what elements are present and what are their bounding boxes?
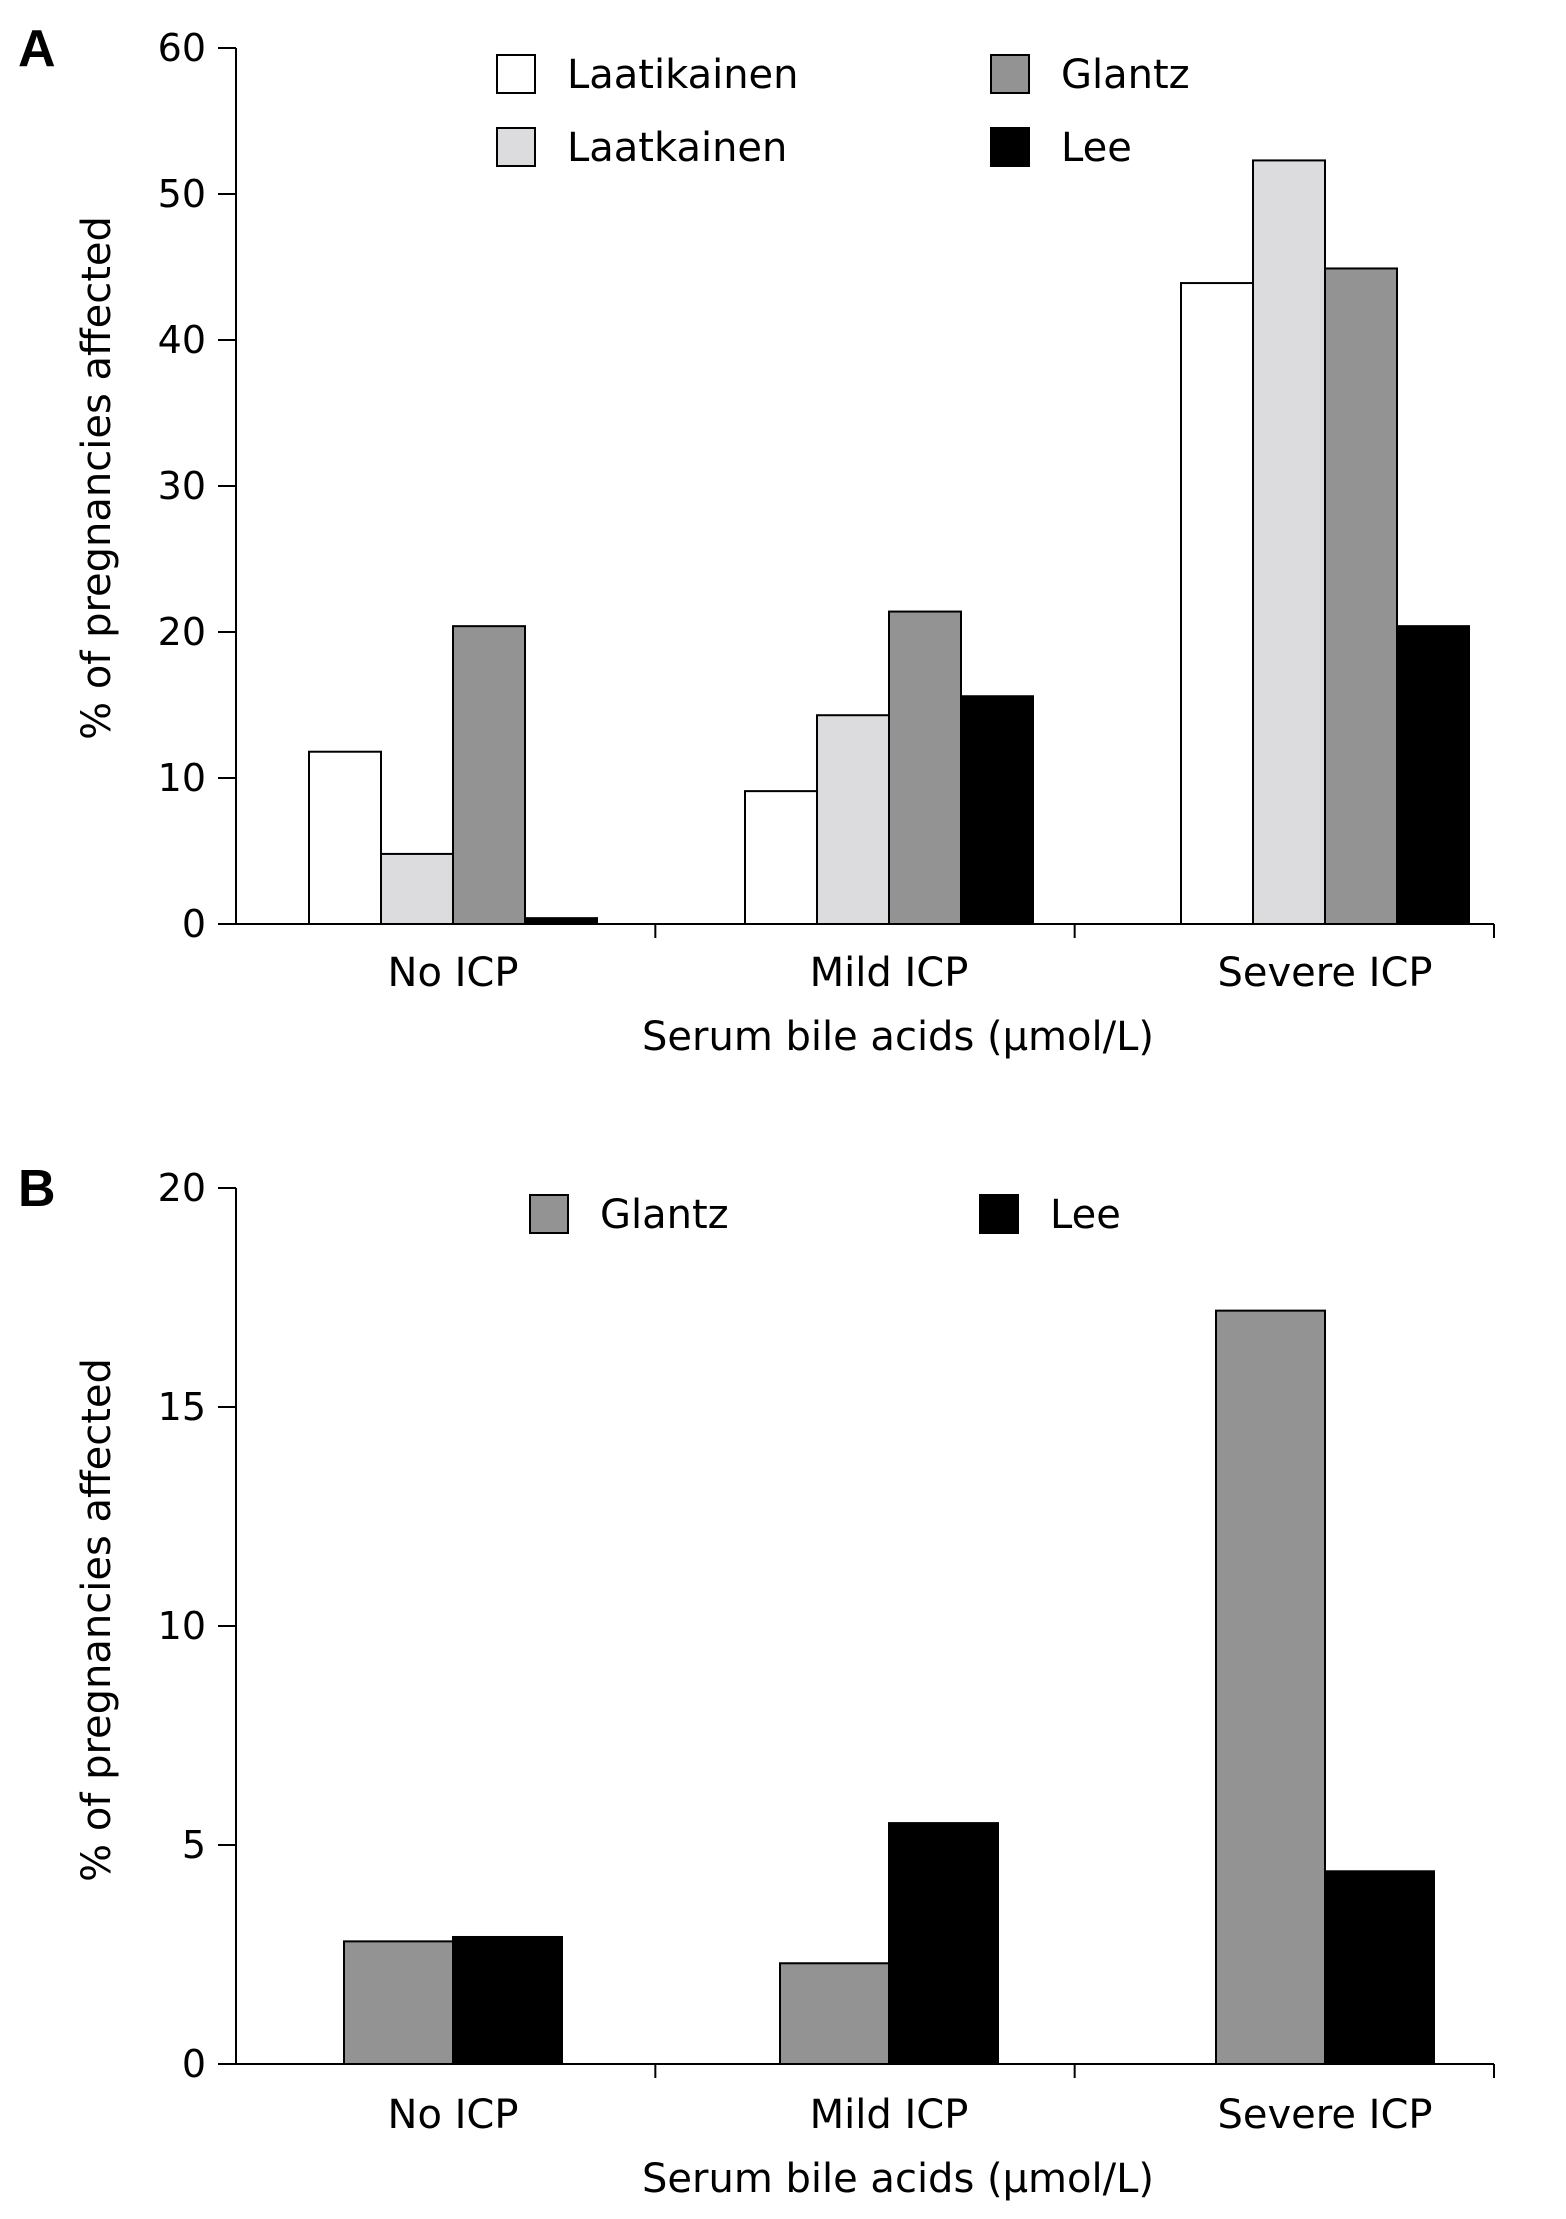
y-tick-label: 40 xyxy=(158,318,206,362)
legend-label-laatikainen: Laatikainen xyxy=(567,52,799,98)
bar-laatikainen-no-icp xyxy=(308,750,382,925)
legend-swatch-lee xyxy=(979,1194,1019,1234)
legend-label-glantz: Glantz xyxy=(1061,52,1190,98)
panel-a-bars xyxy=(308,159,1470,926)
bar-laatkainen-severe-icp xyxy=(1252,159,1326,926)
bar-glantz-mild-icp xyxy=(779,1962,890,2066)
bar-lee-mild-icp xyxy=(888,1822,999,2065)
legend-item-laatikainen: Laatikainen xyxy=(496,52,799,98)
y-tick-label: 20 xyxy=(158,1166,206,1210)
bar-laatikainen-mild-icp xyxy=(744,790,818,926)
panel-b-bars xyxy=(343,1309,1435,2066)
y-tick-label: 15 xyxy=(158,1385,206,1429)
legend-label-laatkainen: Laatkainen xyxy=(567,125,787,171)
legend-label-glantz: Glantz xyxy=(600,1192,729,1238)
bar-glantz-no-icp xyxy=(452,625,526,925)
panel-b-letter: B xyxy=(18,1160,56,1218)
y-tick-label: 50 xyxy=(158,172,206,216)
bar-lee-no-icp xyxy=(452,1935,563,2065)
y-tick-label: 0 xyxy=(182,2042,206,2086)
x-category-label-no-icp: No ICP xyxy=(388,950,519,996)
legend-label-lee: Lee xyxy=(1061,125,1132,171)
x-category-label-no-icp: No ICP xyxy=(388,2092,519,2138)
bar-lee-severe-icp xyxy=(1396,625,1470,925)
legend-item-laatkainen: Laatkainen xyxy=(496,125,787,171)
legend-swatch-glantz xyxy=(529,1194,569,1234)
panel-b-legend: Glantz Lee xyxy=(529,1192,1121,1238)
legend-item-lee: Lee xyxy=(979,1192,1121,1238)
legend-item-lee: Lee xyxy=(990,125,1132,171)
legend-swatch-lee xyxy=(990,127,1030,167)
bar-laatkainen-no-icp xyxy=(380,852,454,925)
y-tick-label: 0 xyxy=(182,902,206,946)
panel-b-chart: B 0 5 10 15 20 No ICP Mild ICP Severe ICP Glan… xyxy=(18,1160,1495,2202)
y-tick-label: 10 xyxy=(158,1604,206,1648)
panel-b-x-ticks: No ICP Mild ICP Severe ICP xyxy=(388,2064,1495,2138)
y-tick-label: 20 xyxy=(158,610,206,654)
panel-a-letter: A xyxy=(18,20,56,78)
legend-label-lee: Lee xyxy=(1050,1192,1121,1238)
y-tick-label: 30 xyxy=(158,464,206,508)
bar-laatikainen-severe-icp xyxy=(1180,282,1254,925)
panel-a-y-ticks: 0 10 20 30 40 50 60 xyxy=(158,26,236,946)
x-category-label-severe-icp: Severe ICP xyxy=(1217,2092,1432,2138)
bar-glantz-severe-icp xyxy=(1215,1309,1326,2065)
legend-swatch-laatikainen xyxy=(496,54,536,94)
legend-swatch-laatkainen xyxy=(496,127,536,167)
x-category-label-severe-icp: Severe ICP xyxy=(1217,950,1432,996)
bar-laatkainen-mild-icp xyxy=(816,714,890,925)
y-tick-label: 10 xyxy=(158,756,206,800)
panel-b-x-axis-title: Serum bile acids (μmol/L) xyxy=(642,2156,1154,2202)
panel-a-x-ticks: No ICP Mild ICP Severe ICP xyxy=(388,924,1495,996)
legend-item-glantz: Glantz xyxy=(529,1192,729,1238)
y-tick-label: 5 xyxy=(182,1823,206,1867)
panel-a-x-axis-title: Serum bile acids (μmol/L) xyxy=(642,1014,1154,1060)
panel-a-chart: A 0 10 20 30 40 50 60 No ICP Mild ICP Severe ICP… xyxy=(18,20,1495,1060)
x-category-label-mild-icp: Mild ICP xyxy=(810,2092,969,2138)
panel-b-y-ticks: 0 5 10 15 20 xyxy=(158,1166,236,2086)
bar-glantz-mild-icp xyxy=(888,610,962,925)
legend-swatch-glantz xyxy=(990,54,1030,94)
panel-a-y-axis-title: % of pregnancies affected xyxy=(74,216,120,740)
legend-item-glantz: Glantz xyxy=(990,52,1190,98)
panel-a-legend: Laatikainen Laatkainen Glantz Lee xyxy=(496,52,1190,171)
x-category-label-mild-icp: Mild ICP xyxy=(810,950,969,996)
bar-glantz-severe-icp xyxy=(1324,267,1398,925)
y-tick-label: 60 xyxy=(158,26,206,70)
bar-lee-severe-icp xyxy=(1324,1870,1435,2066)
bar-glantz-no-icp xyxy=(343,1940,454,2065)
bar-lee-mild-icp xyxy=(960,695,1034,925)
panel-b-y-axis-title: % of pregnancies affected xyxy=(74,1358,120,1882)
